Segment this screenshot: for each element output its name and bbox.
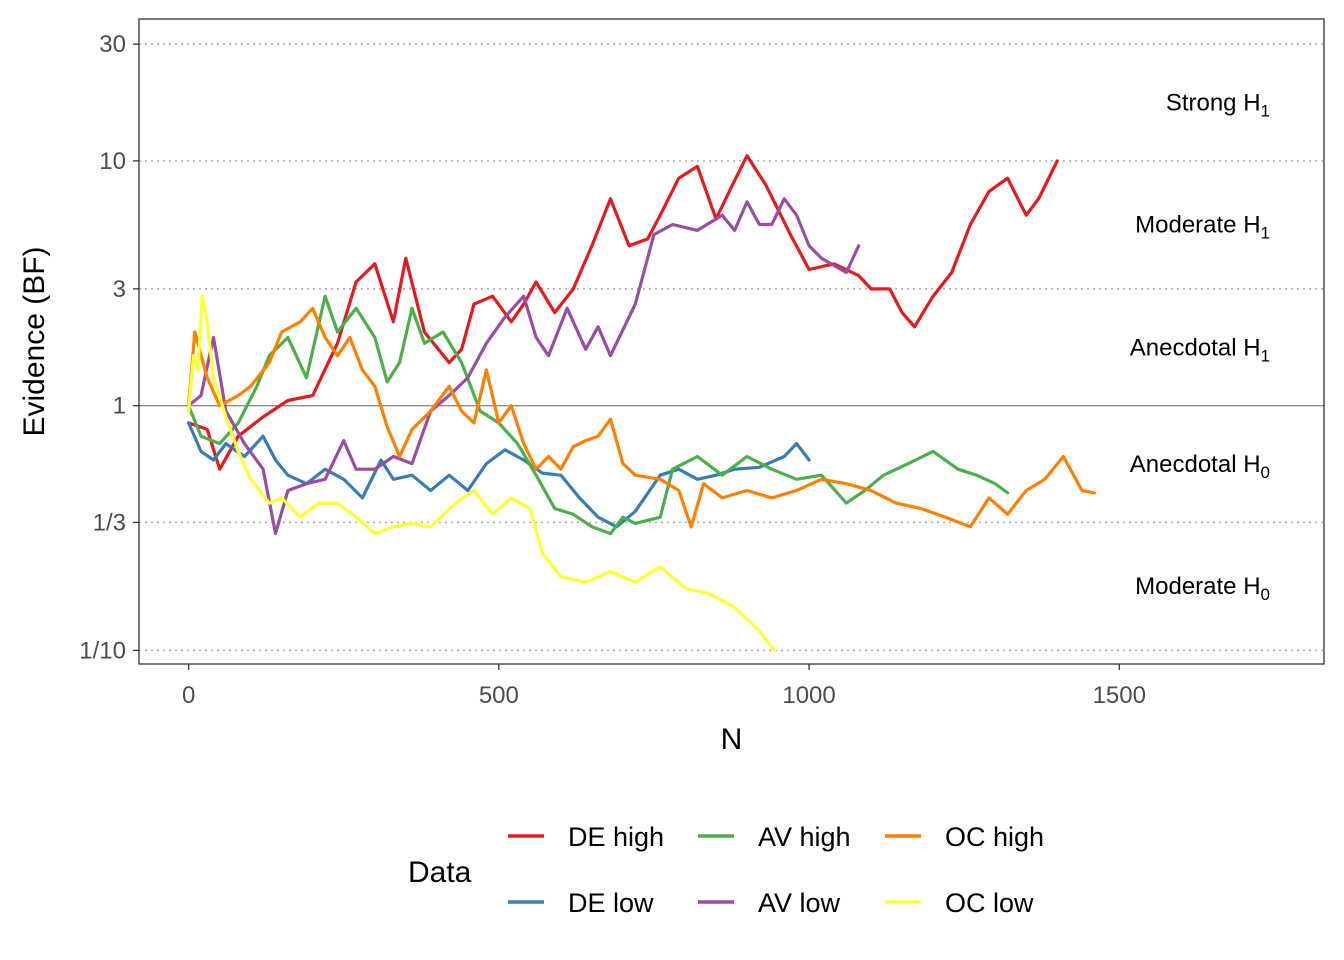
region-label: Anecdotal H1 [1130,334,1270,365]
x-tick-label: 500 [479,682,519,709]
plot-panel-border [138,18,1325,665]
region-labels: Strong H1 Moderate H1 Anecdotal H1 Anecdota… [1130,90,1270,605]
y-tick-label: 1/10 [79,637,126,664]
series-line [187,294,776,653]
series-lines [187,154,1097,653]
x-tick-label: 0 [182,682,195,709]
series-line [187,306,1097,529]
legend-label: AV low [758,888,841,918]
axis-ticks: 30 10 3 1 1/3 1/10 0 500 1000 1500 [79,31,1146,709]
region-label: Strong H1 [1166,90,1270,121]
y-tick-label: 3 [113,276,126,303]
legend-label: OC high [945,822,1044,852]
y-tick-label: 30 [99,31,126,58]
x-tick-label: 1500 [1093,682,1146,709]
grid-lines [139,43,1324,652]
series-line [187,154,1059,471]
series-line [187,197,861,536]
series-line [187,421,811,529]
region-label: Anecdotal H0 [1130,451,1270,482]
x-tick-label: 1000 [782,682,835,709]
region-label: Moderate H0 [1135,573,1270,604]
legend-title: Data [408,856,472,889]
legend-label: DE high [568,822,664,852]
y-tick-label: 1/3 [93,509,126,536]
x-axis-title: N [721,723,743,756]
series-line [187,294,1010,536]
y-axis-title: Evidence (BF) [18,246,51,436]
y-tick-label: 10 [99,148,126,175]
legend-label: DE low [568,888,654,918]
legend: Data DE high AV high OC high DE low AV low OC… [408,822,1044,918]
legend-label: OC low [945,888,1034,918]
region-label: Moderate H1 [1135,211,1270,242]
y-tick-label: 1 [113,393,126,420]
legend-label: AV high [758,822,851,852]
